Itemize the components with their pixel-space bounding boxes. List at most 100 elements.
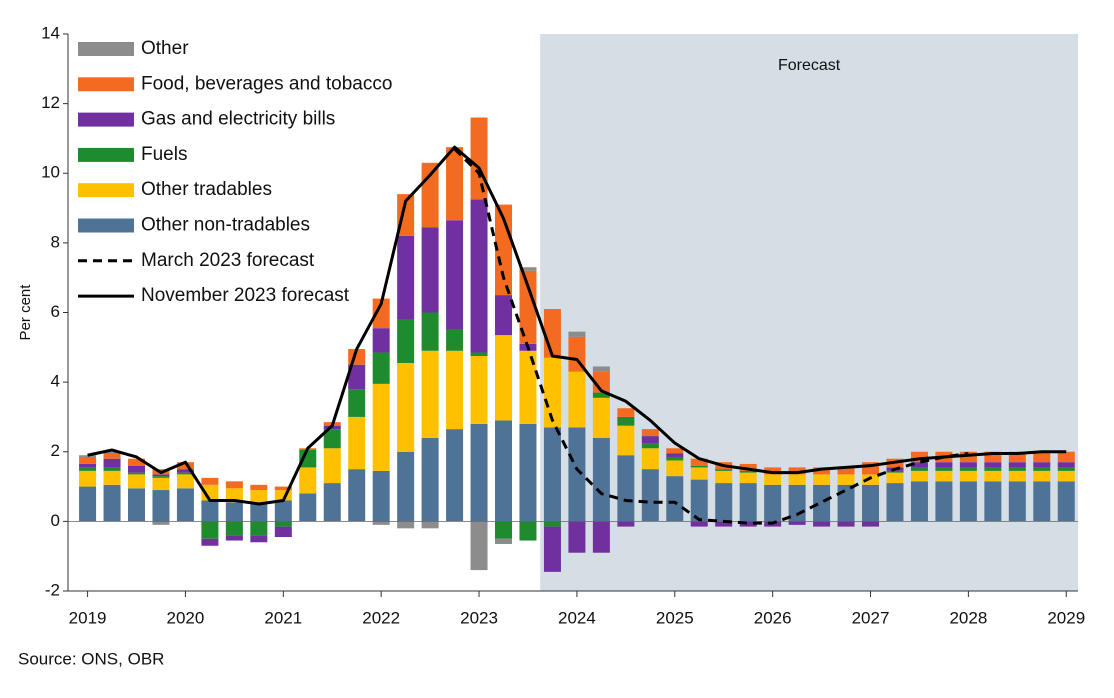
- bar-segment: [79, 467, 97, 471]
- bar-segment: [446, 350, 464, 430]
- bar-segment: [397, 235, 415, 320]
- bar-segment: [910, 481, 928, 522]
- bar-segment: [250, 490, 268, 503]
- bar-segment: [519, 521, 537, 541]
- y-tick-label: -2: [45, 580, 60, 599]
- x-tick-label: 2023: [460, 608, 498, 627]
- y-tick-label: 14: [41, 23, 60, 42]
- bar-segment: [470, 117, 488, 200]
- bar-segment: [1057, 470, 1075, 482]
- legend-swatch: [78, 218, 134, 233]
- bar-segment: [1057, 451, 1075, 463]
- bar-segment: [250, 521, 268, 536]
- bar-segment: [470, 199, 488, 353]
- bar-segment: [1008, 451, 1026, 463]
- bar-segment: [274, 521, 292, 527]
- y-tick-label: 0: [51, 511, 60, 530]
- bar-segment: [176, 469, 194, 473]
- forecast-line: [453, 147, 969, 525]
- bar-segment: [103, 467, 121, 471]
- bar-segment: [323, 429, 341, 449]
- bar-segment: [103, 453, 121, 459]
- bar-segment: [592, 397, 610, 438]
- bar-segment: [152, 490, 170, 522]
- bar-segment: [128, 488, 146, 522]
- bar-segment: [984, 462, 1002, 468]
- bar-segment: [886, 470, 904, 473]
- bar-segment: [617, 455, 635, 522]
- bar-segment: [79, 455, 97, 457]
- bar-segment: [495, 420, 513, 522]
- bar-segment: [201, 500, 219, 522]
- bar-segment: [274, 486, 292, 491]
- bar-segment: [176, 474, 194, 489]
- bar-segment: [128, 465, 146, 473]
- bar-segment: [666, 453, 684, 457]
- bar-segment: [935, 467, 953, 471]
- bar-segment: [274, 500, 292, 522]
- bar-segment: [519, 270, 537, 344]
- bar-segment: [935, 481, 953, 522]
- bar-segment: [1033, 481, 1051, 522]
- bar-segment: [617, 408, 635, 417]
- bar-segment: [862, 484, 880, 522]
- bar-segment: [959, 451, 977, 463]
- bar-segment: [837, 474, 855, 485]
- bar-segment: [641, 443, 659, 449]
- bar-segment: [837, 484, 855, 522]
- bar-segment: [1057, 467, 1075, 471]
- bar-segment: [1033, 462, 1051, 468]
- bar-segment: [397, 451, 415, 522]
- bar-segment: [813, 467, 831, 475]
- bar-segment: [739, 470, 757, 473]
- bar-segment: [348, 469, 366, 522]
- bar-segment: [79, 470, 97, 487]
- bar-segment: [984, 481, 1002, 522]
- bar-segment: [79, 456, 97, 464]
- bar-segment: [910, 470, 928, 482]
- bar-segment: [176, 462, 194, 470]
- legend-swatch: [78, 183, 134, 198]
- x-tick-label: 2027: [852, 608, 890, 627]
- bar-segment: [421, 227, 439, 313]
- bar-segment: [764, 467, 782, 475]
- bar-segment: [103, 451, 121, 454]
- bar-segment: [446, 147, 464, 221]
- bar-segment: [446, 329, 464, 351]
- legend-label: March 2023 forecast: [141, 250, 315, 271]
- bar-segment: [935, 470, 953, 482]
- bar-segment: [788, 521, 806, 525]
- bar-segment: [250, 535, 268, 543]
- bar-segment: [568, 427, 586, 522]
- bar-segment: [372, 328, 390, 353]
- bar-segment: [495, 335, 513, 421]
- bar-segment: [1033, 451, 1051, 463]
- bar-segment: [348, 364, 366, 390]
- y-axis-label: Per cent: [17, 284, 34, 341]
- y-tick-label: 4: [51, 372, 60, 391]
- bar-segment: [764, 484, 782, 522]
- bar-segment: [617, 521, 635, 527]
- bar-segment: [568, 331, 586, 337]
- bar-segment: [519, 267, 537, 271]
- bar-segment: [690, 458, 708, 466]
- bar-segment: [592, 366, 610, 372]
- bar-segment: [397, 194, 415, 236]
- bar-segment: [813, 474, 831, 485]
- bar-segment: [739, 472, 757, 484]
- bar-segment: [470, 521, 488, 571]
- legend-label: November 2023 forecast: [141, 285, 350, 306]
- bar-segment: [79, 486, 97, 522]
- bar-segment: [641, 448, 659, 470]
- bar-segment: [470, 356, 488, 424]
- bar-segment: [813, 521, 831, 527]
- bar-segment: [225, 502, 243, 522]
- bar-segment: [690, 467, 708, 480]
- bar-segment: [372, 383, 390, 471]
- bar-segment: [910, 451, 928, 463]
- bar-segment: [225, 488, 243, 503]
- bar-segment: [176, 472, 194, 475]
- bar-segment: [1033, 467, 1051, 471]
- x-tick-label: 2029: [1047, 608, 1085, 627]
